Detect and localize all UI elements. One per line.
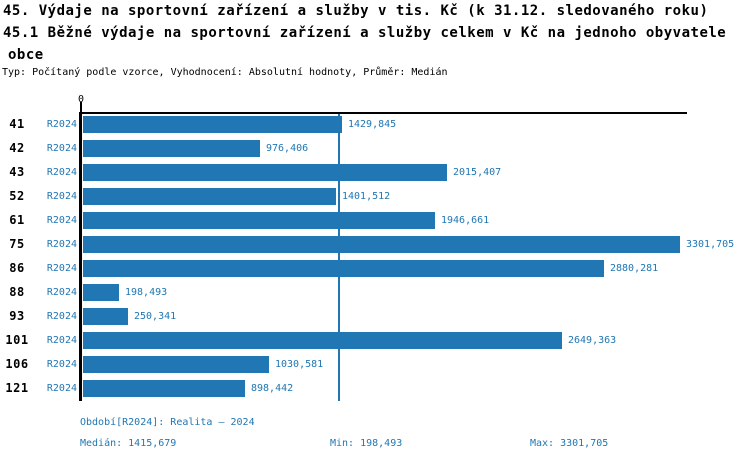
bar xyxy=(83,284,119,301)
bar-value-label: 3301,705 xyxy=(686,239,735,250)
row-series-label: R2024 xyxy=(46,167,77,178)
bar xyxy=(83,308,128,325)
bar xyxy=(83,380,245,397)
bar-value-label: 1401,512 xyxy=(342,191,391,202)
chart-row: 75 R2024 3301,705 xyxy=(0,236,750,260)
chart-row: 93 R2024 250,341 xyxy=(0,308,750,332)
chart-row: 101 R2024 2649,363 xyxy=(0,332,750,356)
chart-title-line-3: obce xyxy=(8,47,44,63)
chart-row: 43 R2024 2015,407 xyxy=(0,164,750,188)
row-category-label: 52 xyxy=(9,189,25,203)
row-category-label: 121 xyxy=(5,381,29,395)
x-axis-zero-tick xyxy=(80,102,82,112)
bar-value-label: 250,341 xyxy=(134,311,177,322)
footer-min-stat: Min: 198,493 xyxy=(330,438,403,449)
chart-row: 42 R2024 976,406 xyxy=(0,140,750,164)
y-axis-line xyxy=(79,112,82,401)
x-axis-zero-label: 0 xyxy=(77,94,85,105)
row-category-label: 61 xyxy=(9,213,25,227)
chart-subtitle: Typ: Počítaný podle vzorce, Vyhodnocení:… xyxy=(2,67,448,78)
row-category-label: 93 xyxy=(9,309,25,323)
footer-period-legend: Období[R2024]: Realita – 2024 xyxy=(80,417,255,428)
chart-row: 41 R2024 1429,845 xyxy=(0,116,750,140)
bar-value-label: 1429,845 xyxy=(348,119,397,130)
row-category-label: 86 xyxy=(9,261,25,275)
bar xyxy=(83,260,604,277)
row-category-label: 88 xyxy=(9,285,25,299)
row-series-label: R2024 xyxy=(46,239,77,250)
bar xyxy=(83,332,562,349)
bar-value-label: 898,442 xyxy=(251,383,294,394)
bar-value-label: 1946,661 xyxy=(441,215,490,226)
row-series-label: R2024 xyxy=(46,311,77,322)
row-category-label: 75 xyxy=(9,237,25,251)
x-axis-line xyxy=(80,112,687,114)
median-reference-line xyxy=(338,114,340,401)
footer-max-stat: Max: 3301,705 xyxy=(530,438,609,449)
row-series-label: R2024 xyxy=(46,143,77,154)
row-series-label: R2024 xyxy=(46,383,77,394)
footer-median-stat: Medián: 1415,679 xyxy=(80,438,177,449)
bar-value-label: 1030,581 xyxy=(275,359,324,370)
bar xyxy=(83,188,336,205)
row-category-label: 101 xyxy=(5,333,29,347)
chart-row: 61 R2024 1946,661 xyxy=(0,212,750,236)
bar-value-label: 2880,281 xyxy=(610,263,659,274)
row-category-label: 42 xyxy=(9,141,25,155)
chart-title-line-2: 45.1 Běžné výdaje na sportovní zařízení … xyxy=(3,25,727,41)
chart-row: 52 R2024 1401,512 xyxy=(0,188,750,212)
chart-row: 86 R2024 2880,281 xyxy=(0,260,750,284)
row-series-label: R2024 xyxy=(46,263,77,274)
row-category-label: 43 xyxy=(9,165,25,179)
bar-value-label: 198,493 xyxy=(125,287,168,298)
row-series-label: R2024 xyxy=(46,335,77,346)
bar-value-label: 976,406 xyxy=(266,143,309,154)
row-series-label: R2024 xyxy=(46,215,77,226)
bar xyxy=(83,140,260,157)
bar xyxy=(83,236,680,253)
row-series-label: R2024 xyxy=(46,359,77,370)
chart-row: 121 R2024 898,442 xyxy=(0,380,750,404)
chart-title-line-1: 45. Výdaje na sportovní zařízení a služb… xyxy=(3,3,709,19)
bar xyxy=(83,212,435,229)
bar-value-label: 2015,407 xyxy=(453,167,502,178)
chart-row: 88 R2024 198,493 xyxy=(0,284,750,308)
row-category-label: 41 xyxy=(9,117,25,131)
bar xyxy=(83,164,447,181)
bar xyxy=(83,116,342,133)
row-series-label: R2024 xyxy=(46,119,77,130)
bar xyxy=(83,356,269,373)
row-category-label: 106 xyxy=(5,357,29,371)
bar-value-label: 2649,363 xyxy=(568,335,617,346)
row-series-label: R2024 xyxy=(46,287,77,298)
bar-chart-plot-area: 41 R2024 1429,845 42 R2024 976,406 43 R2024 2015… xyxy=(0,116,750,404)
row-series-label: R2024 xyxy=(46,191,77,202)
chart-row: 106 R2024 1030,581 xyxy=(0,356,750,380)
